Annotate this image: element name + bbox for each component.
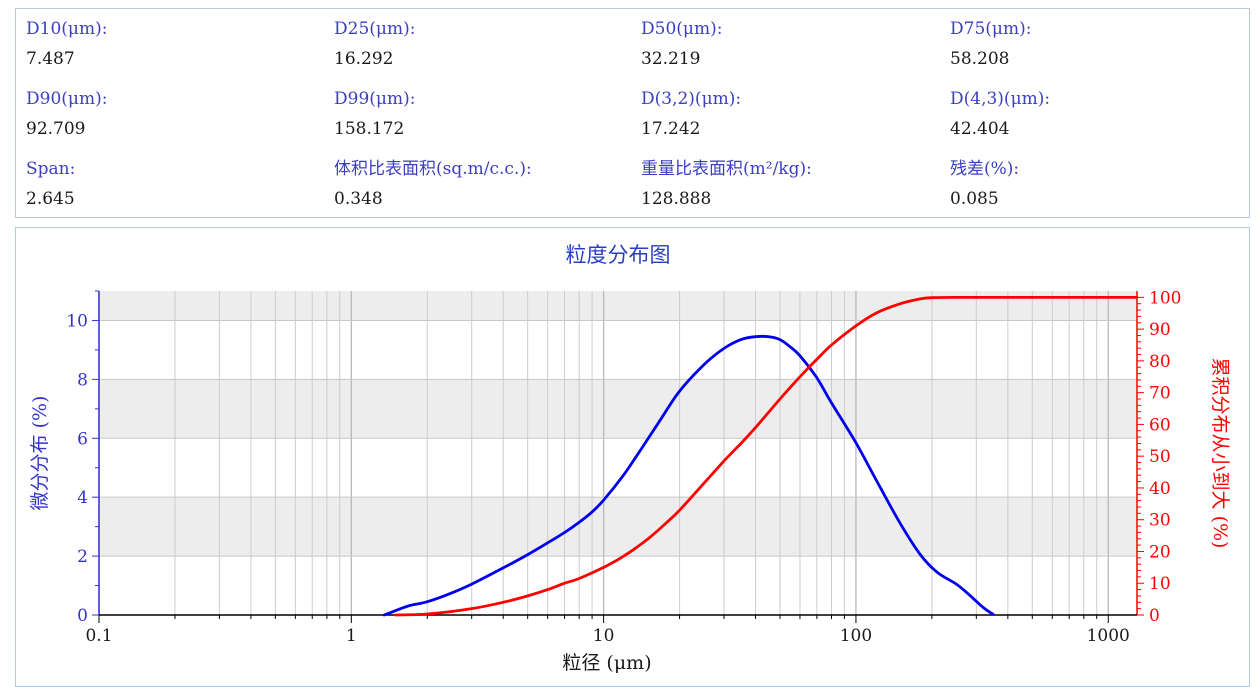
stat-residual: 残差(%): 0.085 (950, 158, 1019, 210)
stat-d99: D99(μm): 158.172 (334, 88, 415, 140)
left-y-tick-label: 2 (77, 547, 88, 567)
left-y-axis-label: 微分分布 (%) (29, 396, 51, 511)
stat-label: 残差(%): (950, 159, 1020, 179)
chart-title: 粒度分布图 (566, 243, 671, 267)
right-y-tick-label: 70 (1149, 384, 1171, 404)
stat-label: D25(μm): (334, 19, 416, 39)
stat-value: 58.208 (950, 49, 1010, 69)
right-y-tick-label: 20 (1149, 542, 1171, 562)
plot-band (99, 379, 1137, 439)
plot-band (99, 291, 1137, 321)
differential-distribution-line (382, 334, 995, 617)
stat-label: Span: (26, 159, 76, 179)
right-y-tick-label: 50 (1149, 447, 1171, 467)
stat-value: 2.645 (26, 189, 75, 209)
stat-value: 7.487 (26, 49, 75, 69)
stat-value: 92.709 (26, 119, 86, 139)
right-y-tick-label: 60 (1149, 415, 1171, 435)
stat-span: Span: 2.645 (26, 158, 75, 210)
stat-value: 0.348 (334, 189, 383, 209)
left-y-tick-label: 4 (77, 488, 88, 508)
x-axis-label: 粒径 (μm) (562, 652, 651, 674)
statistics-panel: D10(μm): 7.487 D25(μm): 16.292 D50(μm): … (15, 8, 1250, 218)
stat-mass-specific-surface: 重量比表面积(m²/kg): 128.888 (641, 158, 812, 210)
x-tick-label: 10 (593, 626, 615, 646)
right-y-tick-label: 80 (1149, 352, 1171, 372)
right-y-tick-label: 30 (1149, 511, 1171, 531)
chart-panel: 粒度分布图 0.1 1 10 100 1000 0 2 4 6 8 10 0 10 20 30 40 50 60 70… (15, 227, 1250, 687)
left-y-tick-label: 10 (66, 311, 88, 331)
stat-value: 42.404 (950, 119, 1010, 139)
stat-label: D10(μm): (26, 19, 108, 39)
stat-value: 128.888 (641, 189, 712, 209)
stat-value: 158.172 (334, 119, 405, 139)
x-tick-label: 100 (840, 626, 872, 646)
x-tick-label: 0.1 (85, 626, 112, 646)
stat-label: D(4,3)(μm): (950, 89, 1051, 109)
left-y-tick-label: 8 (77, 370, 88, 390)
stat-value: 16.292 (334, 49, 394, 69)
stat-d32: D(3,2)(μm): 17.242 (641, 88, 741, 140)
stat-d25: D25(μm): 16.292 (334, 18, 415, 70)
right-y-tick-label: 100 (1149, 288, 1181, 308)
plot-band (99, 497, 1137, 557)
x-tick-label: 1000 (1087, 626, 1130, 646)
stat-label: D75(μm): (950, 19, 1032, 39)
right-y-tick-label: 0 (1149, 606, 1160, 626)
stat-d90: D90(μm): 92.709 (26, 88, 107, 140)
stat-label: 体积比表面积(sq.m/c.c.): (334, 159, 532, 179)
right-y-axis-label: 累积分布从小到大 (%) (1209, 358, 1231, 549)
left-y-tick-label: 6 (77, 429, 88, 449)
stat-label: 重量比表面积(m²/kg): (641, 159, 812, 179)
stat-label: D50(μm): (641, 19, 723, 39)
stat-d75: D75(μm): 58.208 (950, 18, 1031, 70)
stat-volume-specific-surface: 体积比表面积(sq.m/c.c.): 0.348 (334, 158, 532, 210)
stat-label: D90(μm): (26, 89, 108, 109)
right-y-tick-label: 40 (1149, 479, 1171, 499)
stat-label: D(3,2)(μm): (641, 89, 742, 109)
stat-d10: D10(μm): 7.487 (26, 18, 107, 70)
cumulative-distribution-line (394, 295, 1139, 617)
left-y-tick-label: 0 (77, 606, 88, 626)
x-tick-label: 1 (346, 626, 357, 646)
right-y-tick-label: 10 (1149, 574, 1171, 594)
stat-value: 17.242 (641, 119, 701, 139)
stat-value: 0.085 (950, 189, 999, 209)
stat-label: D99(μm): (334, 89, 416, 109)
stat-d43: D(4,3)(μm): 42.404 (950, 88, 1050, 140)
stat-value: 32.219 (641, 49, 701, 69)
right-y-tick-label: 90 (1149, 320, 1171, 340)
stat-d50: D50(μm): 32.219 (641, 18, 722, 70)
